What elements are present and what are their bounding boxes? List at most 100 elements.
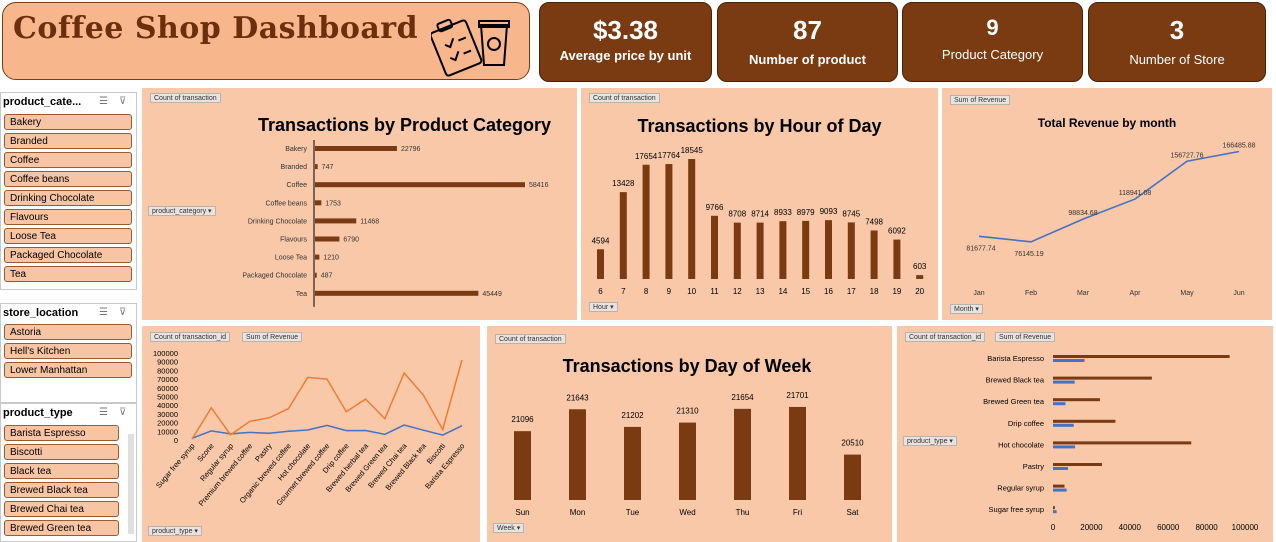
- data-label: 7498: [865, 217, 883, 226]
- kpi-label: Number of product: [749, 52, 866, 67]
- bar: [847, 222, 855, 279]
- panel-product-type-line: Count of transaction_id Sum of Revenue p…: [142, 326, 480, 542]
- bar: [1053, 441, 1192, 445]
- bar: [1053, 463, 1102, 466]
- bar: [597, 249, 604, 279]
- tick-label: 60000: [1157, 523, 1180, 532]
- bar: [1053, 402, 1066, 406]
- data-label: 21654: [731, 393, 754, 402]
- data-label: 156727.76: [1170, 152, 1203, 159]
- data-label: 13428: [612, 179, 635, 188]
- data-label: 6092: [888, 227, 906, 236]
- data-label: 6790: [343, 237, 359, 244]
- field-button-product-category[interactable]: product_category ▾: [148, 206, 216, 216]
- slicer-item[interactable]: Brewed Black tea: [4, 482, 119, 498]
- hour-bar-chart: 4594 6 13428 7 17654 8 17764 9 18545 10 9766 11 8708…: [592, 146, 927, 296]
- slicer-item[interactable]: Brewed Chai tea: [4, 501, 119, 517]
- slicer-item[interactable]: Brewed Green tea: [4, 520, 119, 536]
- tick-label: Sugar free syrup: [154, 442, 197, 490]
- field-button-product-type[interactable]: product_type ▾: [148, 526, 202, 536]
- data-label: 21643: [566, 393, 589, 402]
- slicer-item[interactable]: Tea: [4, 266, 132, 282]
- data-label: 118941.08: [1119, 190, 1152, 197]
- slicer-item[interactable]: Bakery: [4, 114, 132, 130]
- clear-filter-icon[interactable]: ⊽: [119, 96, 127, 107]
- data-label: 8745: [842, 209, 860, 218]
- field-button-week[interactable]: Week ▾: [493, 523, 525, 533]
- bar: [844, 454, 861, 500]
- clear-filter-icon[interactable]: ⊽: [119, 407, 127, 418]
- multi-select-icon[interactable]: ☰: [99, 96, 108, 107]
- bar: [1053, 423, 1074, 427]
- field-button-count-transaction-id[interactable]: Count of transaction_id: [150, 332, 230, 342]
- bar: [665, 164, 673, 279]
- bar: [711, 215, 718, 279]
- category-label: Bakery: [285, 146, 307, 153]
- multi-select-icon[interactable]: ☰: [99, 407, 108, 418]
- data-label: 4594: [592, 236, 610, 245]
- tick-label: 11: [710, 287, 719, 296]
- data-label: 166485.88: [1222, 143, 1255, 150]
- category-label: Branded: [281, 164, 308, 171]
- bar: [1053, 510, 1057, 514]
- field-button-count-transaction[interactable]: Count of transaction: [150, 93, 221, 103]
- slicer-item[interactable]: Barista Espresso: [4, 425, 119, 441]
- field-button-product-type[interactable]: product_type ▾: [903, 436, 957, 446]
- tick-label: Fri: [793, 508, 803, 517]
- slicer-item[interactable]: Coffee beans: [4, 171, 132, 187]
- weekday-bar-chart: 21096 Sun 21643 Mon 21202 Tue 21310 Wed 21654 Thu…: [511, 391, 864, 517]
- data-label: 8708: [728, 210, 746, 219]
- kpi-number-of-store: 3 Number of Store: [1088, 2, 1266, 82]
- bar: [315, 218, 357, 224]
- slicer-title: product_cate...: [3, 96, 82, 108]
- slicer-item[interactable]: Lower Manhattan: [4, 362, 132, 378]
- tick-label: 30000: [157, 410, 178, 419]
- category-label: Regular syrup: [997, 484, 1044, 493]
- tick-label: 18: [870, 287, 879, 296]
- tick-label: 8: [644, 287, 649, 296]
- bar: [1053, 467, 1068, 470]
- slicer-item[interactable]: Black tea: [4, 463, 119, 479]
- tick-label: 20000: [1080, 523, 1103, 532]
- tick-label: Sun: [515, 508, 529, 517]
- tick-label: 70000: [157, 375, 178, 384]
- slicer-item[interactable]: Flavours: [4, 209, 132, 225]
- panel-revenue-by-month: Sum of Revenue Total Revenue by month Mo…: [942, 88, 1272, 320]
- field-button-count-transaction[interactable]: Count of transaction: [589, 93, 660, 103]
- panel-transactions-by-category: Count of transaction Transactions by Pro…: [142, 88, 577, 320]
- tick-label: 60000: [157, 384, 178, 393]
- data-label: 20510: [841, 439, 864, 448]
- data-label: 487: [321, 273, 333, 280]
- bar: [756, 222, 764, 279]
- field-button-count-transaction[interactable]: Count of transaction: [495, 334, 566, 344]
- slicer-item[interactable]: Coffee: [4, 152, 132, 168]
- field-button-sum-revenue[interactable]: Sum of Revenue: [242, 332, 303, 342]
- kpi-value: 87: [793, 15, 822, 45]
- bar: [688, 159, 696, 279]
- bar: [315, 236, 340, 242]
- tick-label: 50000: [157, 393, 178, 402]
- field-button-count-transaction-id[interactable]: Count of transaction_id: [905, 332, 985, 342]
- slicer-item[interactable]: Drinking Chocolate: [4, 190, 132, 206]
- slicer-item[interactable]: Astoria: [4, 324, 132, 340]
- data-label: 58416: [529, 182, 549, 189]
- slicer-item[interactable]: Loose Tea: [4, 228, 132, 244]
- tick-label: Thu: [736, 508, 750, 517]
- field-button-month[interactable]: Month ▾: [950, 304, 983, 314]
- slicer-item[interactable]: Biscotti: [4, 444, 119, 460]
- multi-select-icon[interactable]: ☰: [99, 307, 108, 318]
- tick-label: 6: [598, 287, 603, 296]
- field-button-hour[interactable]: Hour ▾: [589, 302, 618, 312]
- slicer-item[interactable]: Branded: [4, 133, 132, 149]
- slicer-scrollbar[interactable]: [128, 434, 134, 534]
- bar: [514, 431, 531, 500]
- field-button-sum-revenue[interactable]: Sum of Revenue: [995, 332, 1056, 342]
- slicer-item[interactable]: Hell's Kitchen: [4, 343, 132, 359]
- clear-filter-icon[interactable]: ⊽: [119, 307, 127, 318]
- bar: [1053, 445, 1076, 449]
- data-label: 8979: [797, 208, 815, 217]
- field-button-sum-revenue[interactable]: Sum of Revenue: [950, 95, 1011, 105]
- tick-label: 13: [756, 287, 765, 296]
- slicer-item[interactable]: Packaged Chocolate: [4, 247, 132, 263]
- bar: [624, 426, 641, 500]
